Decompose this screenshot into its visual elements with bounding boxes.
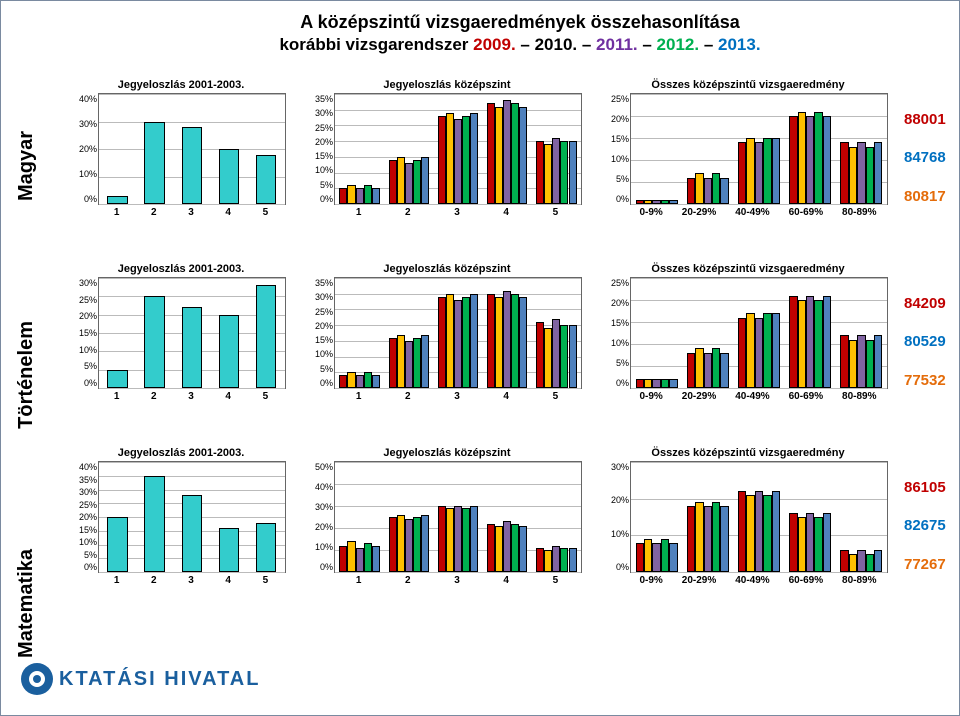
chart: 35%30%25%20%15%10%5%0% 12345 xyxy=(302,277,592,402)
value: 77532 xyxy=(904,372,960,389)
col2-title: Jegyeloszlás középszint xyxy=(302,79,592,91)
col3-title: Összes középszintű vizsgaeredmény xyxy=(598,263,898,275)
value: 86105 xyxy=(904,479,960,496)
footer-logo: KTATÁSI HIVATAL xyxy=(21,663,260,695)
year-list: 2009. – 2010. – 2011. – 2012. – 2013. xyxy=(473,35,760,54)
chart: 30%20%10%0% 0-9%20-29%40-49%60-69%80-89% xyxy=(598,461,898,586)
value: 77267 xyxy=(904,556,960,573)
col3-title: Összes középszintű vizsgaeredmény xyxy=(598,447,898,459)
title-line2: korábbi vizsgarendszer 2009. – 2010. – 2… xyxy=(121,34,919,56)
chart: 40%35%30%25%20%15%10%5%0% 12345 xyxy=(66,461,296,586)
value-list: 84209 80529 77532 xyxy=(904,287,960,397)
side-label-tortenelem: Történelem xyxy=(15,321,38,429)
chart: 25%20%15%10%5%0% 0-9%20-29%40-49%60-69%8… xyxy=(598,93,898,218)
value: 88001 xyxy=(904,111,960,128)
value: 80529 xyxy=(904,333,960,350)
value-list: 86105 82675 77267 xyxy=(904,471,960,581)
col1-title: Jegyeloszlás 2001-2003. xyxy=(66,79,296,91)
value: 84768 xyxy=(904,149,960,166)
value: 84209 xyxy=(904,295,960,312)
side-label-magyar: Magyar xyxy=(15,131,38,201)
side-labels: Magyar Történelem Matematika xyxy=(15,131,38,658)
col2-title: Jegyeloszlás középszint xyxy=(302,263,592,275)
side-label-matematika: Matematika xyxy=(15,549,38,658)
chart: 25%20%15%10%5%0% 0-9%20-29%40-49%60-69%8… xyxy=(598,277,898,402)
value: 82675 xyxy=(904,517,960,534)
subtitle-prefix: korábbi vizsgarendszer xyxy=(279,35,473,54)
chart: 35%30%25%20%15%10%5%0% 12345 xyxy=(302,93,592,218)
col2-title: Jegyeloszlás középszint xyxy=(302,447,592,459)
page: A középszintű vizsgaeredmények összehaso… xyxy=(0,0,960,716)
value-list: 88001 84768 80817 xyxy=(904,103,960,213)
title-line1: A középszintű vizsgaeredmények összehaso… xyxy=(121,11,919,34)
logo-icon xyxy=(21,663,53,695)
page-title: A középszintű vizsgaeredmények összehaso… xyxy=(121,11,919,56)
chart: 40%30%20%10%0% 12345 xyxy=(66,93,296,218)
chart: 50%40%30%20%10%0% 12345 xyxy=(302,461,592,586)
value: 80817 xyxy=(904,188,960,205)
logo-text: KTATÁSI HIVATAL xyxy=(59,668,260,691)
chart: 30%25%20%15%10%5%0% 12345 xyxy=(66,277,296,402)
col1-title: Jegyeloszlás 2001-2003. xyxy=(66,447,296,459)
chart-grid: Jegyeloszlás 2001-2003. 40%30%20%10%0% 1… xyxy=(66,79,960,627)
col3-title: Összes középszintű vizsgaeredmény xyxy=(598,79,898,91)
col1-title: Jegyeloszlás 2001-2003. xyxy=(66,263,296,275)
